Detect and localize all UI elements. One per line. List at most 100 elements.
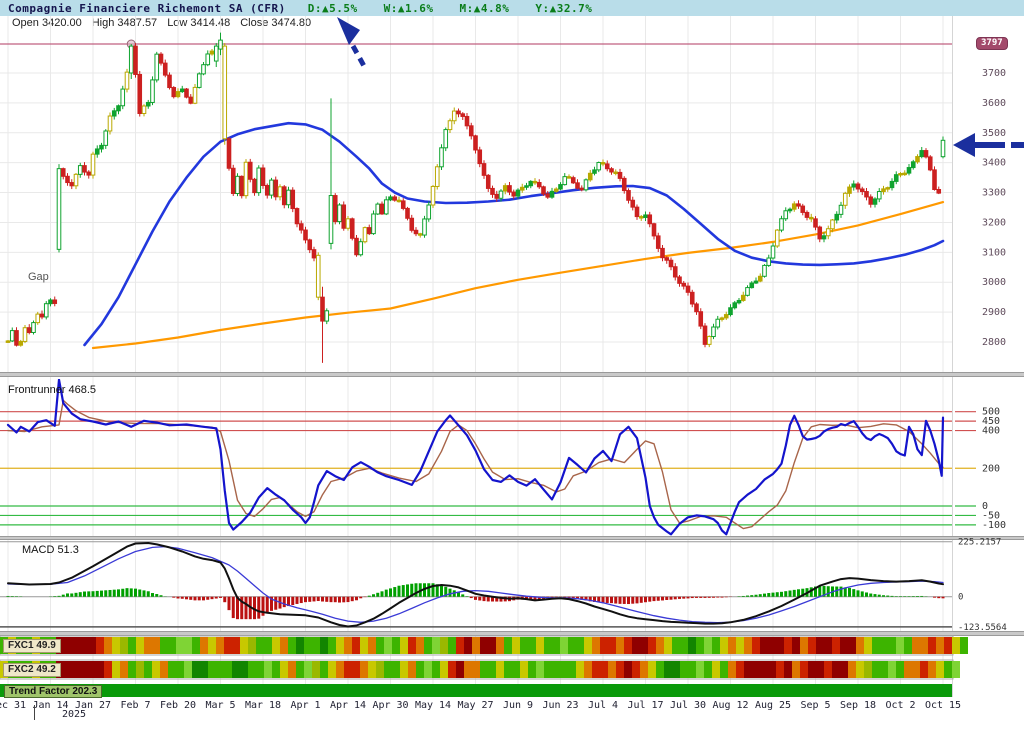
heat-stripe (688, 661, 696, 678)
axis-label: Apr 14 (330, 700, 366, 711)
heat-stripe (560, 661, 568, 678)
candle (86, 171, 92, 176)
macd-hist-bar (775, 592, 779, 597)
heat-stripe (744, 661, 752, 678)
candle (740, 294, 746, 301)
macd-hist-bar (397, 585, 401, 597)
heat-stripe (360, 661, 368, 678)
heat-stripe (248, 661, 256, 678)
candle (422, 218, 427, 236)
heat-stripe (616, 637, 624, 654)
candle (490, 187, 495, 195)
candle (298, 223, 304, 231)
candle (634, 206, 640, 218)
macd-hist-bar (835, 586, 839, 597)
macd-hist-bar (159, 595, 163, 597)
axis-label: 3700 (982, 68, 1006, 79)
heat-stripe (800, 661, 808, 678)
candle (82, 165, 87, 173)
candle (536, 182, 542, 188)
candle (800, 205, 806, 213)
heat-stripe (928, 661, 936, 678)
axis-label: 3300 (982, 188, 1006, 199)
candle (685, 285, 691, 293)
candle (243, 161, 249, 197)
macd-hist-bar (197, 596, 201, 601)
heat-stripe (936, 637, 944, 654)
candle (52, 299, 58, 304)
macd-hist-bar (588, 596, 592, 602)
candle (133, 45, 138, 75)
heat-stripe (104, 661, 112, 678)
heat-stripe (88, 661, 96, 678)
macd-hist-bar (877, 594, 881, 597)
heat-stripe (664, 637, 672, 654)
heat-stripe (72, 661, 80, 678)
instrument-title: Compagnie Financiere Richemont SA (CFR) (8, 1, 286, 15)
candle (562, 176, 568, 186)
macd-hist-bar (142, 590, 146, 597)
heat-stripe (376, 661, 384, 678)
candle (864, 191, 869, 198)
macd-hist-bar (618, 596, 622, 604)
macd-hist-bar (440, 585, 443, 597)
candle (808, 216, 814, 220)
macd-hist-bar (414, 583, 418, 597)
candle (689, 291, 695, 305)
axis-label: 3200 (982, 217, 1006, 228)
candle (600, 162, 606, 165)
macd-hist-bar (563, 596, 567, 598)
heat-stripe (192, 637, 200, 654)
candle (638, 216, 644, 219)
heat-stripe (152, 637, 160, 654)
heat-stripe (840, 661, 848, 678)
heat-stripe (536, 637, 544, 654)
candle (868, 196, 874, 205)
macd-hist-bar (10, 596, 14, 597)
candle (60, 168, 66, 177)
macd-hist-bar (605, 596, 609, 603)
heat-stripe (272, 661, 280, 678)
heat-stripe (712, 661, 720, 678)
heat-stripe (936, 661, 944, 678)
heat-stripe (880, 661, 888, 678)
fxc2-heatmap (0, 659, 960, 680)
candle (111, 110, 117, 117)
macd-hist-bar (797, 589, 800, 597)
heat-stripe (528, 637, 536, 654)
macd-hist-bar (287, 596, 290, 607)
heat-stripe (512, 637, 520, 654)
candle (303, 229, 308, 241)
candle (103, 130, 109, 146)
candle (371, 213, 376, 235)
axis-label: Oct 2 (885, 700, 915, 711)
candle (94, 148, 100, 155)
heat-stripe (736, 637, 744, 654)
ohlc-item: Open 3420.00 (12, 17, 82, 29)
axis-label: Sep 18 (840, 700, 876, 711)
candle (681, 282, 687, 287)
candle (235, 175, 240, 194)
heat-stripe (648, 661, 656, 678)
heat-stripe (912, 637, 920, 654)
candle (201, 64, 206, 75)
macd-hist-bar (469, 596, 473, 599)
macd-hist-bar (529, 596, 533, 600)
macd-hist-bar (95, 590, 99, 597)
candle (881, 188, 886, 193)
heat-stripe (816, 637, 824, 654)
candle (65, 175, 70, 184)
heat-stripe (304, 661, 312, 678)
heat-stripe (768, 637, 776, 654)
candle (549, 190, 555, 198)
candle (728, 307, 733, 316)
candle (668, 259, 674, 268)
macd-hist-bar (474, 596, 477, 600)
candle (175, 91, 181, 98)
candle (218, 39, 223, 50)
macd-hist-bar (206, 596, 210, 600)
macd-hist-bar (622, 596, 626, 604)
heat-stripe (536, 661, 544, 678)
candle (290, 189, 296, 210)
